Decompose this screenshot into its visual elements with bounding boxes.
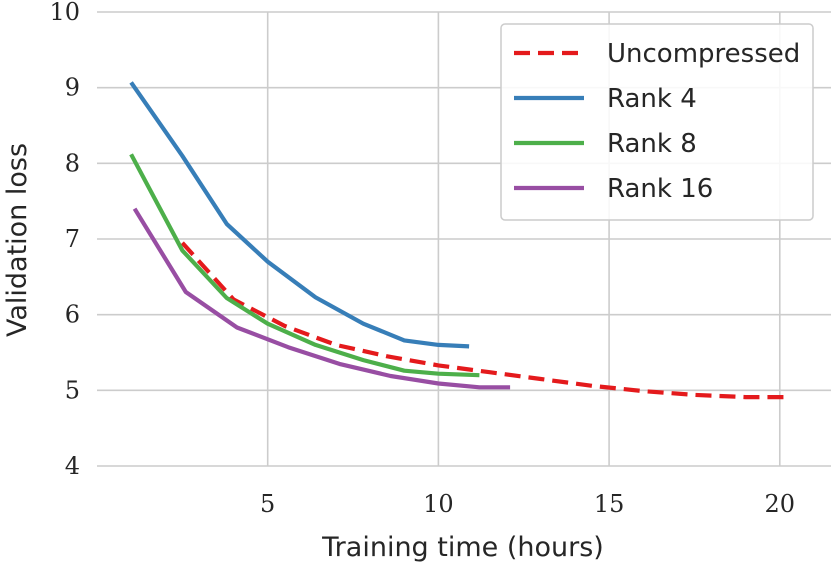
y-tick-label: 9 [65,74,80,102]
y-tick-label: 6 [65,301,80,329]
y-tick-label: 4 [65,452,80,480]
x-tick-label: 15 [594,490,625,518]
x-axis-label: Training time (hours) [321,532,604,563]
x-tick-label: 10 [423,490,454,518]
x-tick-labels: 5 10 15 20 [260,490,795,518]
y-tick-label: 10 [49,0,80,26]
plot-lines [129,81,790,400]
y-tick-label: 8 [65,149,80,177]
x-tick-label: 20 [765,490,796,518]
series-line-rank-8 [129,153,480,378]
y-tick-labels: 4 5 6 7 8 9 10 [49,0,80,480]
legend-frame [500,23,814,221]
series-line-rank-4 [129,81,470,349]
y-tick-label: 7 [65,225,80,253]
x-tick-label: 5 [260,490,275,518]
legend-label: Rank 8 [607,129,697,159]
y-tick-label: 5 [65,376,80,404]
legend: Uncompressed Rank 4 Rank 8 Rank 16 [500,23,814,221]
series-line-uncompressed [180,241,790,400]
legend-label: Uncompressed [607,39,800,69]
legend-label: Rank 16 [607,174,713,204]
legend-label: Rank 4 [607,84,697,114]
y-axis-label: Validation loss [2,143,33,337]
series-line-rank-16 [132,207,511,390]
